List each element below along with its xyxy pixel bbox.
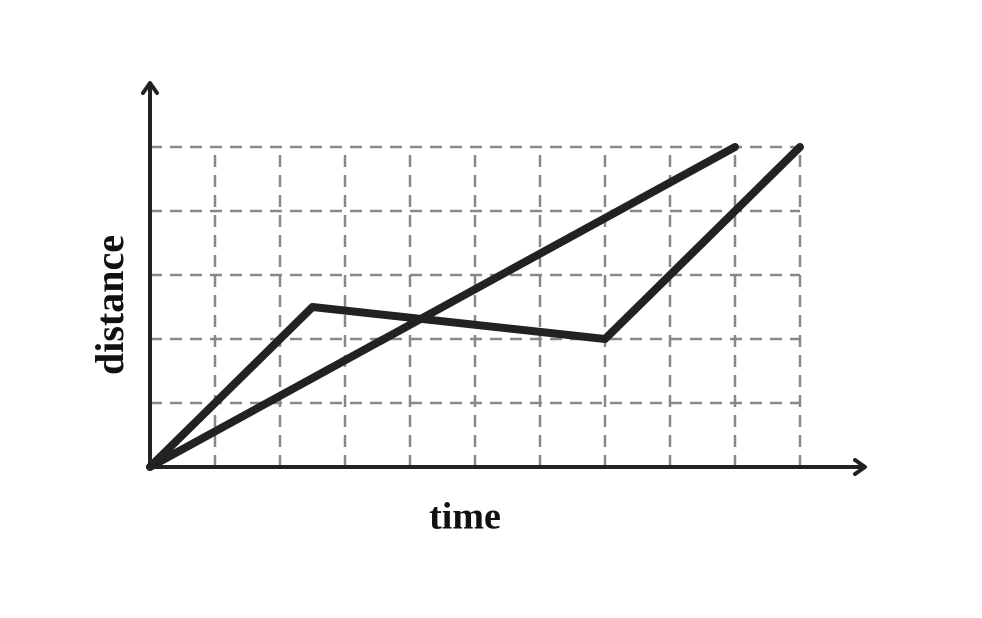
x-axis-arrow <box>853 458 867 476</box>
x-axis-label: time <box>429 496 501 538</box>
line <box>146 143 739 471</box>
line <box>146 143 804 471</box>
y-axis-label: distance <box>87 235 132 375</box>
y-axis-arrow <box>141 81 159 95</box>
